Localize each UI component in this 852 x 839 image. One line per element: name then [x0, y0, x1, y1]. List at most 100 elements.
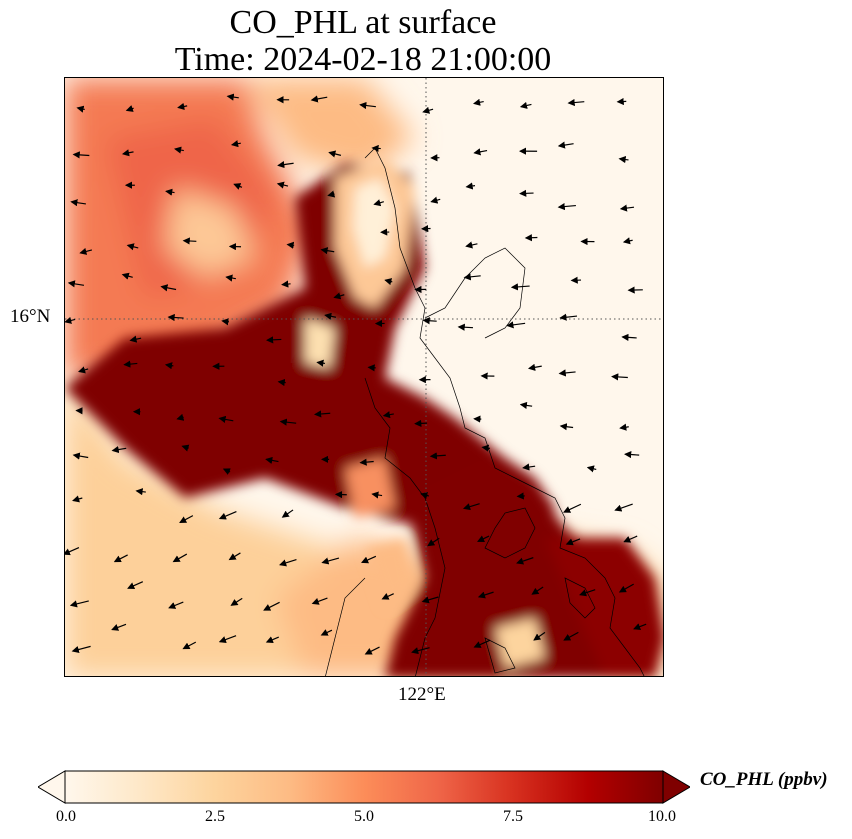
wind-arrow	[165, 188, 175, 196]
wind-arrow	[221, 318, 230, 326]
wind-arrow	[531, 586, 544, 595]
wind-arrow	[286, 241, 295, 249]
wind-arrow	[321, 557, 340, 565]
wind-arrow	[173, 146, 184, 154]
wind-arrow	[619, 204, 635, 212]
longitude-tick-label: 122°E	[398, 684, 446, 705]
wind-arrow	[225, 274, 236, 282]
wind-arrow	[473, 148, 488, 156]
wind-arrow	[359, 101, 376, 110]
wind-arrow	[222, 468, 231, 475]
wind-arrow	[218, 511, 237, 520]
wind-arrow	[559, 423, 574, 431]
wind-arrow	[427, 537, 440, 547]
wind-arrow	[519, 101, 532, 109]
wind-arrow	[384, 278, 393, 286]
wind-arrow	[373, 199, 384, 207]
wind-arrow	[72, 495, 83, 503]
wind-arrow	[179, 515, 194, 524]
wind-arrow	[422, 106, 434, 114]
wind-arrow	[135, 488, 146, 496]
wind-arrow	[414, 419, 428, 427]
wind-arrow	[111, 445, 127, 454]
wind-arrow	[320, 247, 335, 255]
wind-arrow	[65, 316, 76, 324]
wind-arrow	[324, 312, 337, 320]
colorbar-tick-label: 10.0	[648, 808, 676, 825]
wind-arrow	[457, 323, 474, 331]
wind-arrow	[126, 243, 139, 251]
wind-arrow	[127, 581, 144, 590]
wind-arrow	[622, 237, 633, 245]
wind-arrow	[168, 601, 184, 609]
wind-arrow	[359, 458, 374, 466]
wind-arrow	[533, 631, 546, 641]
wind-arrow	[71, 645, 91, 654]
wind-arrow	[111, 623, 127, 631]
wind-arrow	[79, 247, 93, 255]
wind-arrow	[618, 155, 629, 164]
wind-arrow	[559, 313, 578, 321]
wind-arrow	[113, 554, 128, 563]
wind-arrow	[465, 241, 478, 249]
wind-arrow	[313, 410, 331, 418]
wind-arrow	[558, 369, 576, 377]
wind-arrow	[263, 601, 280, 611]
wind-arrow	[516, 492, 525, 500]
wind-arrow	[462, 503, 480, 511]
wind-arrow	[477, 591, 494, 599]
wind-arrow	[279, 559, 297, 567]
wind-arrow	[182, 237, 197, 245]
wind-arrow	[230, 597, 243, 606]
wind-arrow	[77, 366, 89, 374]
wind-arrow	[371, 144, 381, 152]
wind-arrow	[167, 313, 184, 322]
colorbar-tick-label: 2.5	[205, 808, 225, 825]
latitude-tick-label: 16°N	[10, 306, 51, 327]
concentration-field	[65, 78, 663, 676]
colorbar-label: CO_PHL (ppbv)	[700, 769, 828, 790]
wind-arrow	[316, 359, 326, 367]
wind-arrow	[265, 636, 280, 644]
wind-arrow	[181, 444, 190, 452]
wind-arrow	[411, 647, 430, 655]
wind-arrow	[618, 583, 634, 593]
wind-arrow	[611, 373, 628, 381]
wind-arrow	[565, 538, 581, 546]
wind-vectors	[65, 93, 647, 655]
wind-arrow	[422, 317, 437, 325]
wind-arrow	[164, 362, 174, 370]
wind-arrow	[121, 149, 134, 157]
wind-arrow	[226, 93, 239, 101]
wind-arrow	[557, 202, 576, 211]
wind-arrow	[522, 463, 536, 471]
colorbar-gradient	[64, 770, 664, 804]
wind-arrow	[624, 450, 640, 459]
wind-arrow	[276, 181, 289, 189]
wind-arrow	[265, 456, 279, 464]
map-panel	[64, 77, 664, 677]
wind-arrow	[76, 105, 85, 113]
wind-arrow	[371, 491, 383, 499]
wind-arrow	[623, 535, 638, 543]
wind-arrow	[230, 140, 241, 148]
wind-arrow	[277, 378, 286, 387]
wind-arrow	[430, 196, 441, 204]
wind-arrow	[277, 160, 294, 169]
wind-arrow	[421, 596, 439, 604]
wind-arrow	[228, 552, 241, 561]
wind-arrow	[125, 105, 134, 112]
wind-arrow	[328, 150, 342, 158]
wind-arrow	[506, 321, 526, 329]
wind-arrow	[218, 415, 234, 423]
high-concentration-plume	[65, 158, 663, 676]
colorbar	[38, 770, 690, 804]
wind-arrow	[70, 199, 86, 207]
wind-arrow	[65, 547, 80, 556]
wind-arrow	[176, 413, 185, 421]
wind-arrow	[381, 593, 394, 600]
wind-arrow	[579, 589, 596, 597]
wind-arrow	[510, 283, 530, 291]
wind-arrow	[364, 646, 380, 655]
wind-arrow	[218, 635, 237, 643]
